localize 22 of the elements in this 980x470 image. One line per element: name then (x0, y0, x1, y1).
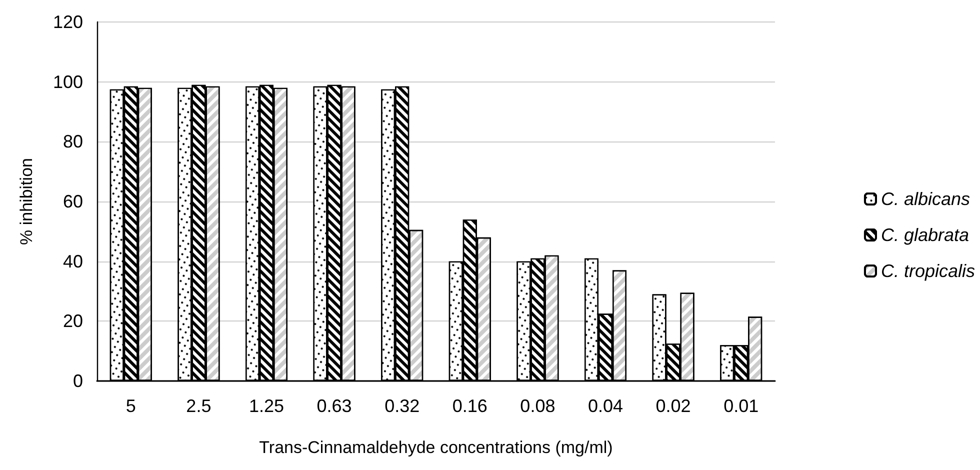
y-tick-label: 0 (72, 371, 83, 391)
x-tick-label: 5 (126, 396, 136, 416)
legend-label: C. tropicalis (880, 261, 976, 281)
x-tick-label: 0.08 (520, 396, 556, 416)
x-axis-title: Trans-Cinnamaldehyde concentrations (mg/ml) (259, 438, 613, 457)
x-tick-label: 2.5 (186, 396, 212, 416)
y-tick-label: 60 (62, 192, 83, 212)
y-tick-label: 120 (52, 12, 83, 32)
y-axis-title: % inhibition (17, 158, 36, 245)
x-tick-label: 0.02 (656, 396, 691, 416)
x-tick-label: 0.01 (724, 396, 759, 416)
y-tick-label: 20 (62, 311, 83, 332)
x-tick-label: 1.25 (248, 396, 284, 416)
x-tick-label: 0.32 (384, 396, 420, 416)
y-tick-label: 40 (62, 251, 83, 272)
y-tick-label: 100 (52, 72, 83, 92)
x-tick-label: 0.63 (316, 396, 352, 416)
x-tick-label: 0.04 (588, 396, 624, 416)
y-tick-label: 80 (62, 132, 83, 152)
legend-label: C. albicans (880, 189, 970, 209)
legend-label: C. glabrata (880, 225, 970, 245)
x-tick-label: 0.16 (452, 396, 488, 416)
